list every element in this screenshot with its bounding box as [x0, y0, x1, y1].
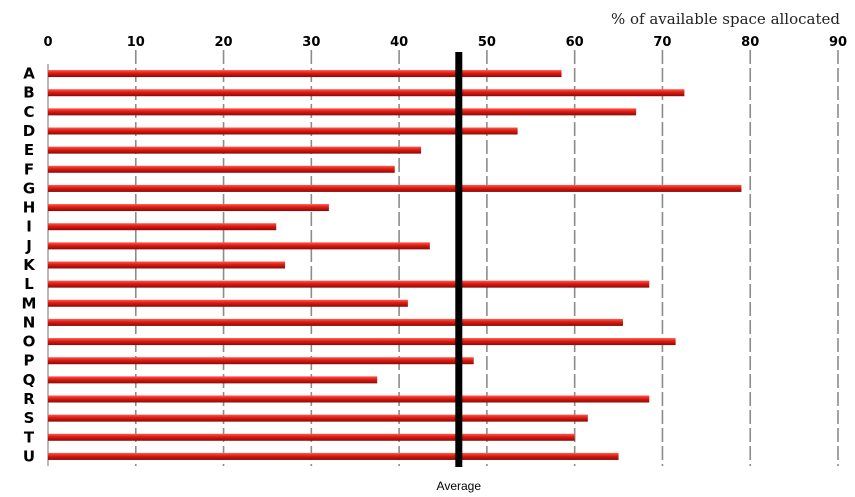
- category-label: H: [23, 199, 36, 217]
- bar-o: [48, 338, 676, 346]
- x-axis-ticks: 0 10 20 30 40 50 60 70 80 90: [43, 35, 847, 50]
- bar-r: [48, 395, 650, 403]
- category-label: U: [23, 447, 35, 465]
- x-tick-label: 20: [215, 35, 233, 50]
- category-label: R: [23, 390, 35, 408]
- bar-i: [48, 223, 277, 231]
- category-label: K: [23, 256, 36, 274]
- x-tick-label: 50: [478, 35, 496, 50]
- category-label: Q: [23, 371, 36, 389]
- category-label: P: [24, 352, 35, 370]
- bar-n: [48, 318, 623, 326]
- bar-g: [48, 184, 742, 192]
- category-label: E: [24, 141, 34, 159]
- category-label: C: [23, 103, 34, 121]
- category-label: O: [23, 333, 36, 351]
- category-label: G: [23, 179, 35, 197]
- average-label: Average: [437, 479, 482, 493]
- bar-a: [48, 70, 562, 78]
- x-tick-label: 40: [390, 35, 408, 50]
- x-tick-label: 80: [741, 35, 759, 50]
- bar-c: [48, 108, 637, 116]
- bar-e: [48, 146, 422, 154]
- category-label: S: [24, 409, 35, 427]
- x-tick-label: 90: [829, 35, 847, 50]
- category-label: F: [24, 160, 34, 178]
- x-tick-label: 30: [302, 35, 320, 50]
- average-line-group: Average: [437, 52, 482, 493]
- bar-b: [48, 89, 685, 97]
- x-tick-label: 0: [43, 35, 52, 50]
- x-tick-label: 70: [653, 35, 671, 50]
- category-label: A: [23, 65, 35, 83]
- bars: [48, 70, 742, 460]
- bar-m: [48, 299, 408, 307]
- bar-d: [48, 127, 518, 135]
- category-label: I: [26, 218, 32, 236]
- bar-k: [48, 261, 285, 269]
- bar-u: [48, 452, 619, 460]
- x-tick-label: 10: [127, 35, 145, 50]
- bar-q: [48, 376, 378, 384]
- category-label: L: [24, 275, 34, 293]
- bar-h: [48, 204, 329, 212]
- x-tick-label: 60: [566, 35, 584, 50]
- category-label: D: [23, 122, 35, 140]
- category-label: T: [24, 428, 35, 446]
- bar-p: [48, 357, 474, 365]
- category-label: B: [23, 84, 34, 102]
- category-label: M: [22, 294, 37, 312]
- chart-title: % of available space allocated: [611, 10, 840, 28]
- bar-s: [48, 414, 588, 422]
- bar-f: [48, 165, 395, 173]
- bar-l: [48, 280, 650, 288]
- bar-j: [48, 242, 430, 250]
- bar-t: [48, 433, 575, 441]
- category-label: N: [23, 313, 36, 331]
- category-label: J: [25, 237, 32, 255]
